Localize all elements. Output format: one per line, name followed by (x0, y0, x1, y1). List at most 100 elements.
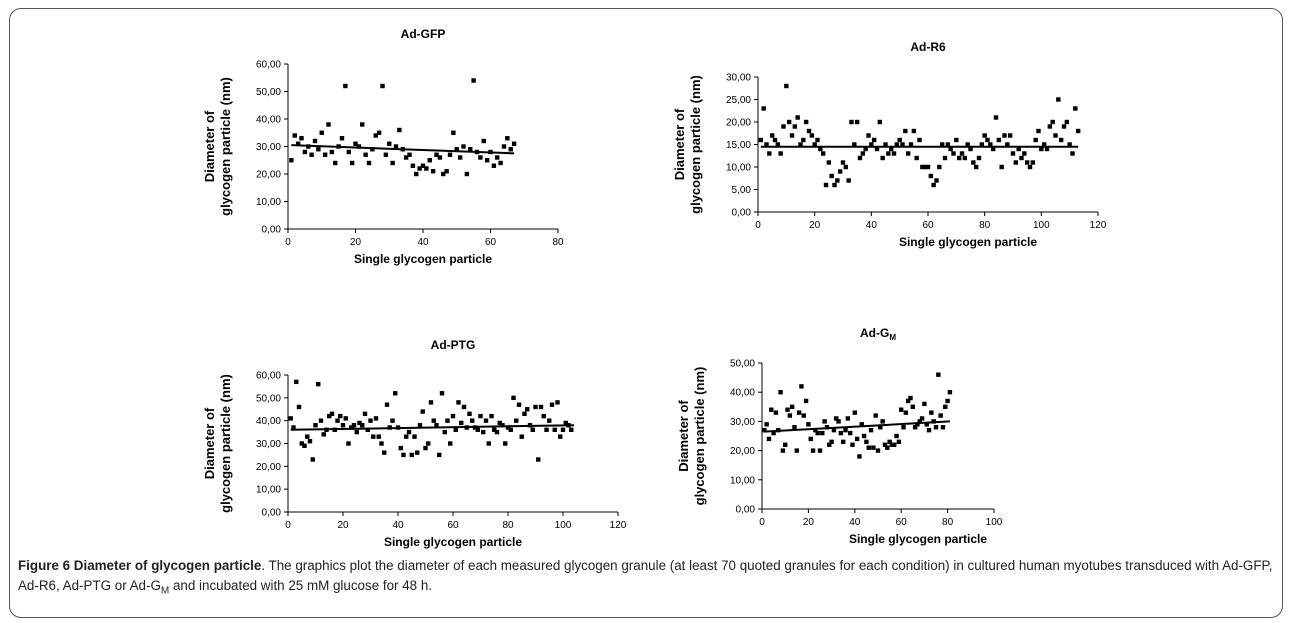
ad-ptg-y-tick-label: 50,00 (256, 393, 281, 404)
ad-ptg-data-point (514, 418, 519, 423)
ad-r6-data-point (772, 137, 778, 143)
ad-gfp-data-point (414, 171, 419, 177)
ad-gfp-data-point (387, 141, 392, 146)
ad-r6-data-point (843, 164, 849, 170)
ad-r6-data-point (803, 119, 809, 125)
ad-gfp-x-tick-label: 80 (552, 237, 564, 248)
ad-gfp-y-tick-label: 10,00 (256, 197, 281, 208)
ad-gm-data-point (783, 442, 788, 447)
figure-frame (9, 8, 1283, 618)
ad-ptg-data-point (563, 420, 568, 426)
ad-r6-data-point (877, 119, 883, 125)
ad-r6-data-point (900, 142, 905, 147)
ad-gm-data-point (910, 404, 915, 409)
ad-ptg-data-point (437, 452, 442, 458)
ad-r6-x-tick-label: 60 (922, 220, 934, 231)
ad-ptg-data-point (538, 404, 544, 410)
ad-gm-data-point (903, 410, 909, 415)
ad-ptg-y-axis-label-line2: glycogen particle (nm) (218, 374, 233, 513)
ad-r6-data-point (846, 178, 851, 183)
ad-gfp-data-point (471, 78, 476, 83)
ad-gfp-data-point (481, 138, 486, 144)
ad-r6-data-point (973, 164, 979, 170)
ad-gfp-data-point (309, 152, 314, 157)
ad-r6-data-point (786, 119, 792, 125)
ad-r6-data-point (920, 164, 925, 170)
ad-gm-data-point (866, 445, 871, 450)
ad-r6-x-tick-label: 20 (809, 220, 821, 231)
ad-r6-data-point (832, 182, 837, 188)
ad-r6-data-point (1002, 133, 1007, 138)
ad-gm-data-point (813, 427, 818, 433)
ad-r6-data-point (1041, 142, 1047, 147)
ad-gm-x-tick-label: 60 (896, 517, 908, 528)
ad-ptg-y-tick-label: 40,00 (256, 416, 281, 427)
ad-ptg-data-point (536, 457, 541, 462)
ad-ptg-data-point (305, 434, 310, 439)
ad-ptg-data-point (569, 427, 574, 432)
ad-gfp-data-point (319, 130, 324, 135)
ad-ptg-data-point (547, 418, 552, 423)
ad-gfp-data-point (349, 160, 355, 166)
ad-ptg-x-tick-label: 40 (392, 520, 404, 531)
ad-r6-data-point (1030, 160, 1036, 165)
ad-gm-data-point (880, 419, 885, 424)
ad-r6-data-point (954, 137, 959, 143)
ad-gm-y-axis-label-line1: Diameter of (676, 400, 691, 472)
ad-ptg-data-point (478, 413, 483, 419)
ad-gfp-y-tick-label: 30,00 (256, 142, 281, 153)
ad-r6-data-point (951, 151, 956, 156)
ad-gm-data-point (771, 430, 776, 436)
ad-gm-data-point (915, 422, 920, 427)
ad-ptg-data-point (321, 432, 326, 437)
ad-gm-data-point (933, 425, 939, 430)
ad-r6-y-tick-label: 0,00 (732, 208, 752, 219)
ad-gm-data-point (829, 439, 834, 445)
ad-ptg-data-point (288, 416, 293, 421)
ad-r6-data-point (767, 151, 772, 156)
ad-gm-y-tick-label: 10,00 (730, 475, 755, 486)
ad-gm-data-point (859, 422, 864, 427)
ad-gm-data-point (924, 422, 929, 427)
ad-gfp-data-point (363, 152, 368, 157)
ad-ptg-x-tick-label: 100 (555, 520, 572, 531)
ad-r6-data-point (866, 133, 871, 138)
ad-ptg-data-point (318, 418, 324, 423)
ad-r6-data-point (928, 173, 934, 179)
ad-gm-data-point (899, 407, 904, 412)
ad-ptg-data-point (431, 418, 436, 423)
ad-r6-data-point (996, 137, 1002, 143)
ad-gm-data-point (762, 427, 767, 433)
ad-ptg-data-point (481, 429, 486, 435)
ad-ptg-data-point (384, 402, 390, 407)
ad-gfp-data-point (353, 141, 358, 146)
ad-r6-data-point (815, 137, 820, 143)
ad-r6-data-point (869, 142, 874, 147)
ad-gfp-data-point (360, 122, 365, 127)
ad-gfp-y-tick-label: 0,00 (262, 225, 282, 236)
ad-ptg-data-point (434, 423, 439, 428)
ad-r6-data-point (1058, 137, 1064, 143)
ad-r6-x-tick-label: 0 (755, 220, 761, 231)
ad-ptg-data-point (439, 391, 445, 396)
ad-gm-data-point (822, 419, 827, 424)
ad-ptg-data-point (533, 404, 538, 410)
ad-ptg-data-point (409, 452, 414, 458)
ad-r6-data-point (823, 182, 829, 188)
ad-gm-data-point (847, 430, 853, 436)
ad-gm-data-point (945, 398, 950, 404)
ad-r6-data-point (764, 142, 769, 147)
ad-r6-data-point (784, 83, 789, 89)
ad-ptg-data-point (307, 439, 313, 444)
ad-gm-y-tick-label: 20,00 (730, 446, 755, 457)
ad-ptg-data-point (489, 413, 494, 419)
ad-gm-data-point (919, 416, 925, 421)
ad-gfp-data-point (326, 122, 331, 127)
ad-ptg-data-point (552, 427, 557, 432)
ad-gm-data-point (831, 427, 837, 433)
ad-ptg-data-point (511, 395, 516, 401)
ad-r6-data-point (965, 142, 970, 147)
ad-gm-data-point (769, 407, 774, 412)
ad-r6-data-point (795, 115, 800, 120)
ad-r6-data-point (945, 142, 951, 147)
